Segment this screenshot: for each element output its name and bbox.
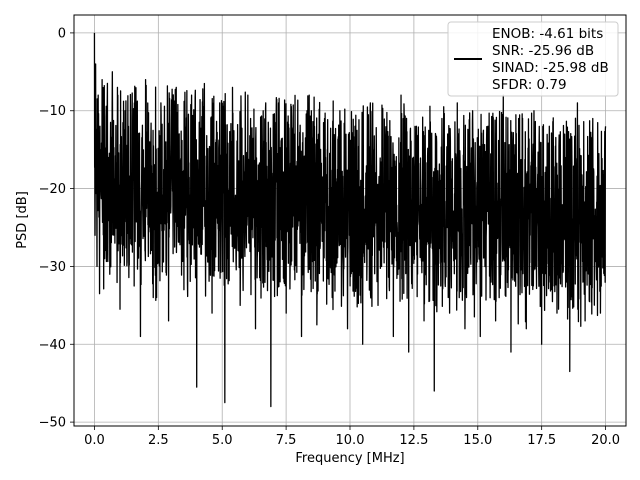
y-tick-label: −50	[39, 416, 66, 431]
legend-entry-enob: ENOB: -4.61 bits	[492, 26, 603, 42]
y-tick-label: −20	[39, 182, 66, 197]
x-tick-label: 2.5	[148, 433, 169, 448]
y-tick-label: −10	[39, 104, 66, 119]
legend-entry-snr: SNR: -25.96 dB	[492, 43, 594, 59]
x-tick-label: 7.5	[276, 433, 297, 448]
legend: ENOB: -4.61 bits SNR: -25.96 dB SINAD: -…	[447, 21, 619, 97]
axis-ticks: 0.0 2.5 5.0 7.5 10.0 12.5 15.0 17.5 20.0 0 −10 −20 −…	[39, 26, 620, 448]
legend-entry-sfdr: SFDR: 0.79	[492, 77, 567, 93]
y-tick-label: −30	[39, 260, 66, 275]
x-tick-label: 0.0	[84, 433, 105, 448]
legend-entry-sinad: SINAD: -25.98 dB	[492, 60, 609, 76]
x-tick-label: 17.5	[527, 433, 556, 448]
x-tick-label: 10.0	[336, 433, 365, 448]
x-tick-label: 5.0	[212, 433, 233, 448]
y-tick-label: 0	[58, 26, 66, 41]
signal-layer	[93, 32, 607, 408]
x-axis-label: Frequency [MHz]	[295, 451, 404, 466]
x-tick-label: 15.0	[463, 433, 492, 448]
x-tick-label: 12.5	[399, 433, 428, 448]
psd-series-line	[93, 32, 607, 408]
y-tick-label: −40	[39, 338, 66, 353]
x-tick-label: 20.0	[591, 433, 620, 448]
y-axis-label: PSD [dB]	[15, 191, 30, 249]
legend-box	[447, 21, 619, 97]
